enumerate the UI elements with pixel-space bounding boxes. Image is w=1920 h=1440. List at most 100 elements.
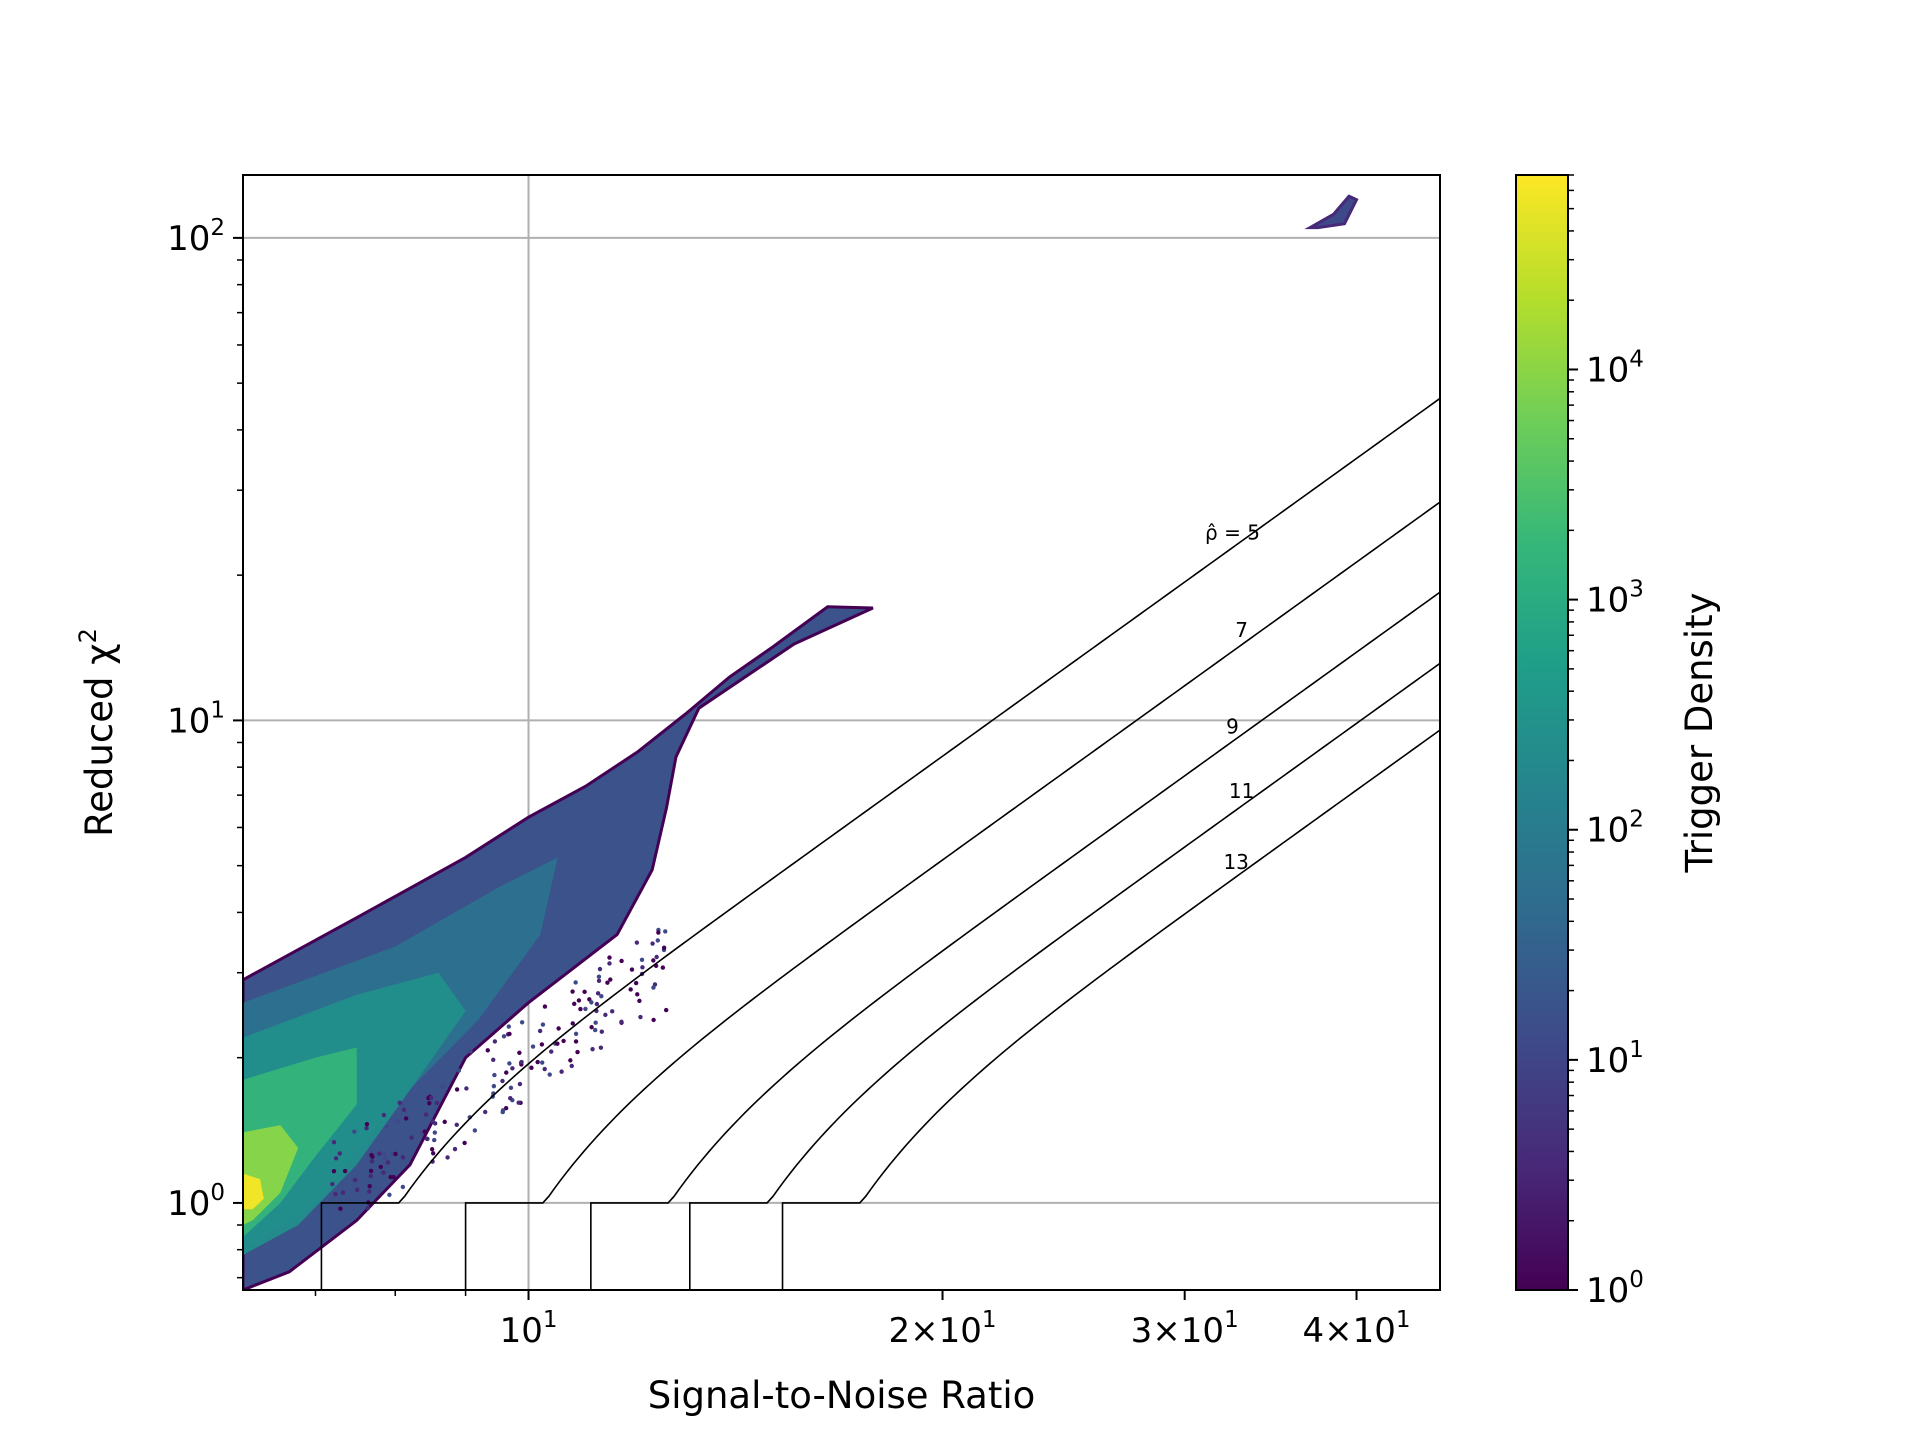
y-tick-label-10-base: 10: [167, 701, 210, 741]
y-tick-label-100: 102: [167, 215, 225, 259]
density-dot: [378, 1164, 383, 1170]
density-dot: [454, 1087, 460, 1092]
density-band-5: [243, 1173, 264, 1210]
density-dot: [638, 1014, 643, 1020]
cbar-tick-label-100-exp: 2: [1629, 807, 1644, 833]
density-dot: [568, 1058, 573, 1063]
density-dot: [492, 1039, 498, 1044]
y-axis-title-sup: 2: [74, 628, 102, 643]
contour-lines: [320, 397, 1440, 1290]
x-tick-label-20-base: 2×10: [889, 1311, 982, 1351]
y-tick-label-10-exp: 1: [210, 697, 225, 723]
contour-line-13: [781, 729, 1440, 1290]
density-dot: [352, 1177, 358, 1183]
density-region-isolated: [1304, 194, 1359, 230]
density-dot: [393, 1151, 398, 1157]
density-dot: [595, 991, 601, 996]
density-dot: [610, 1009, 615, 1014]
density-dot: [384, 1124, 389, 1130]
density-dot: [342, 1168, 348, 1174]
density-dot: [599, 994, 604, 999]
density-dot: [656, 930, 661, 935]
contour-line-9: [590, 591, 1440, 1290]
cbar-tick-label-100-base: 10: [1586, 811, 1629, 851]
density-dot: [628, 987, 633, 992]
density-dot: [500, 1109, 505, 1115]
density-dot: [507, 1031, 512, 1037]
density-dot: [660, 965, 666, 970]
density-dot: [445, 1155, 450, 1160]
density-dot: [556, 1026, 561, 1031]
density-dot: [629, 967, 635, 972]
cbar-tick-label-10-exp: 1: [1629, 1037, 1644, 1063]
plot-frame: [242, 174, 1441, 1291]
colorbar: [1515, 174, 1569, 1291]
density-dot: [369, 1159, 375, 1164]
x-tick-label-30-base: 3×10: [1131, 1311, 1224, 1351]
x-tick-label-10-exp: 1: [543, 1307, 558, 1333]
density-dot: [368, 1173, 373, 1179]
density-dot: [333, 1191, 338, 1197]
density-dot: [333, 1156, 339, 1161]
density-dot: [633, 980, 639, 986]
density-dot: [385, 1160, 391, 1165]
density-dot: [452, 1146, 458, 1152]
y-tick-label-100-base: 10: [167, 219, 210, 259]
y-axis-title: Reduced χ2: [74, 628, 121, 837]
contour-label-11: 11: [1229, 779, 1254, 803]
density-dot: [530, 1044, 536, 1049]
contour-label-5: ρ̂ = 5: [1205, 521, 1260, 545]
density-dot: [570, 989, 575, 994]
density-dot: [650, 941, 655, 946]
density-dot: [597, 966, 603, 972]
density-dot: [387, 1192, 392, 1197]
density-dot: [576, 998, 582, 1003]
density-dot: [582, 989, 587, 995]
contour-line-7: [464, 501, 1440, 1290]
density-dot: [619, 958, 624, 964]
density-dot: [462, 1140, 467, 1146]
density-band-2: [243, 972, 466, 1255]
density-dot: [468, 1049, 473, 1054]
density-dot: [540, 1060, 545, 1065]
density-dot: [540, 1022, 546, 1027]
density-dot: [424, 1136, 430, 1141]
contour-line-5: [320, 397, 1440, 1290]
density-dot: [381, 1170, 386, 1175]
density-dot: [637, 998, 642, 1004]
density-dot: [429, 1147, 435, 1152]
density-dot: [596, 974, 602, 979]
density-dot: [651, 1017, 656, 1023]
density-dot: [583, 1006, 588, 1012]
density-dot: [555, 1041, 560, 1046]
y-tick-label-10: 101: [167, 697, 225, 741]
density-dot: [654, 954, 659, 960]
density-dot: [506, 1024, 512, 1029]
density-dot: [651, 958, 656, 963]
density-dot: [507, 1061, 512, 1066]
density-dot: [599, 1029, 605, 1034]
colorbar-title: Trigger Density: [1678, 592, 1721, 873]
density-dot: [661, 945, 667, 950]
density-dot: [370, 1154, 375, 1159]
contour-label-7: 7: [1235, 618, 1248, 642]
density-dot: [559, 1069, 564, 1074]
density-dot: [391, 1174, 396, 1180]
density-dot: [607, 955, 612, 960]
density-dot: [605, 980, 610, 985]
y-tick-label-100-exp: 2: [210, 215, 225, 241]
density-dot: [547, 1072, 552, 1077]
density-dot: [501, 1034, 507, 1039]
density-dot: [607, 961, 612, 966]
density-dot: [338, 1206, 343, 1211]
contour-label-13: 13: [1223, 850, 1248, 874]
density-dot: [440, 1084, 445, 1089]
density-dot: [331, 1169, 337, 1174]
density-dot: [442, 1119, 447, 1125]
cbar-tick-label-10000-base: 10: [1586, 350, 1629, 390]
density-dot: [331, 1140, 337, 1145]
density-dot: [608, 977, 613, 982]
